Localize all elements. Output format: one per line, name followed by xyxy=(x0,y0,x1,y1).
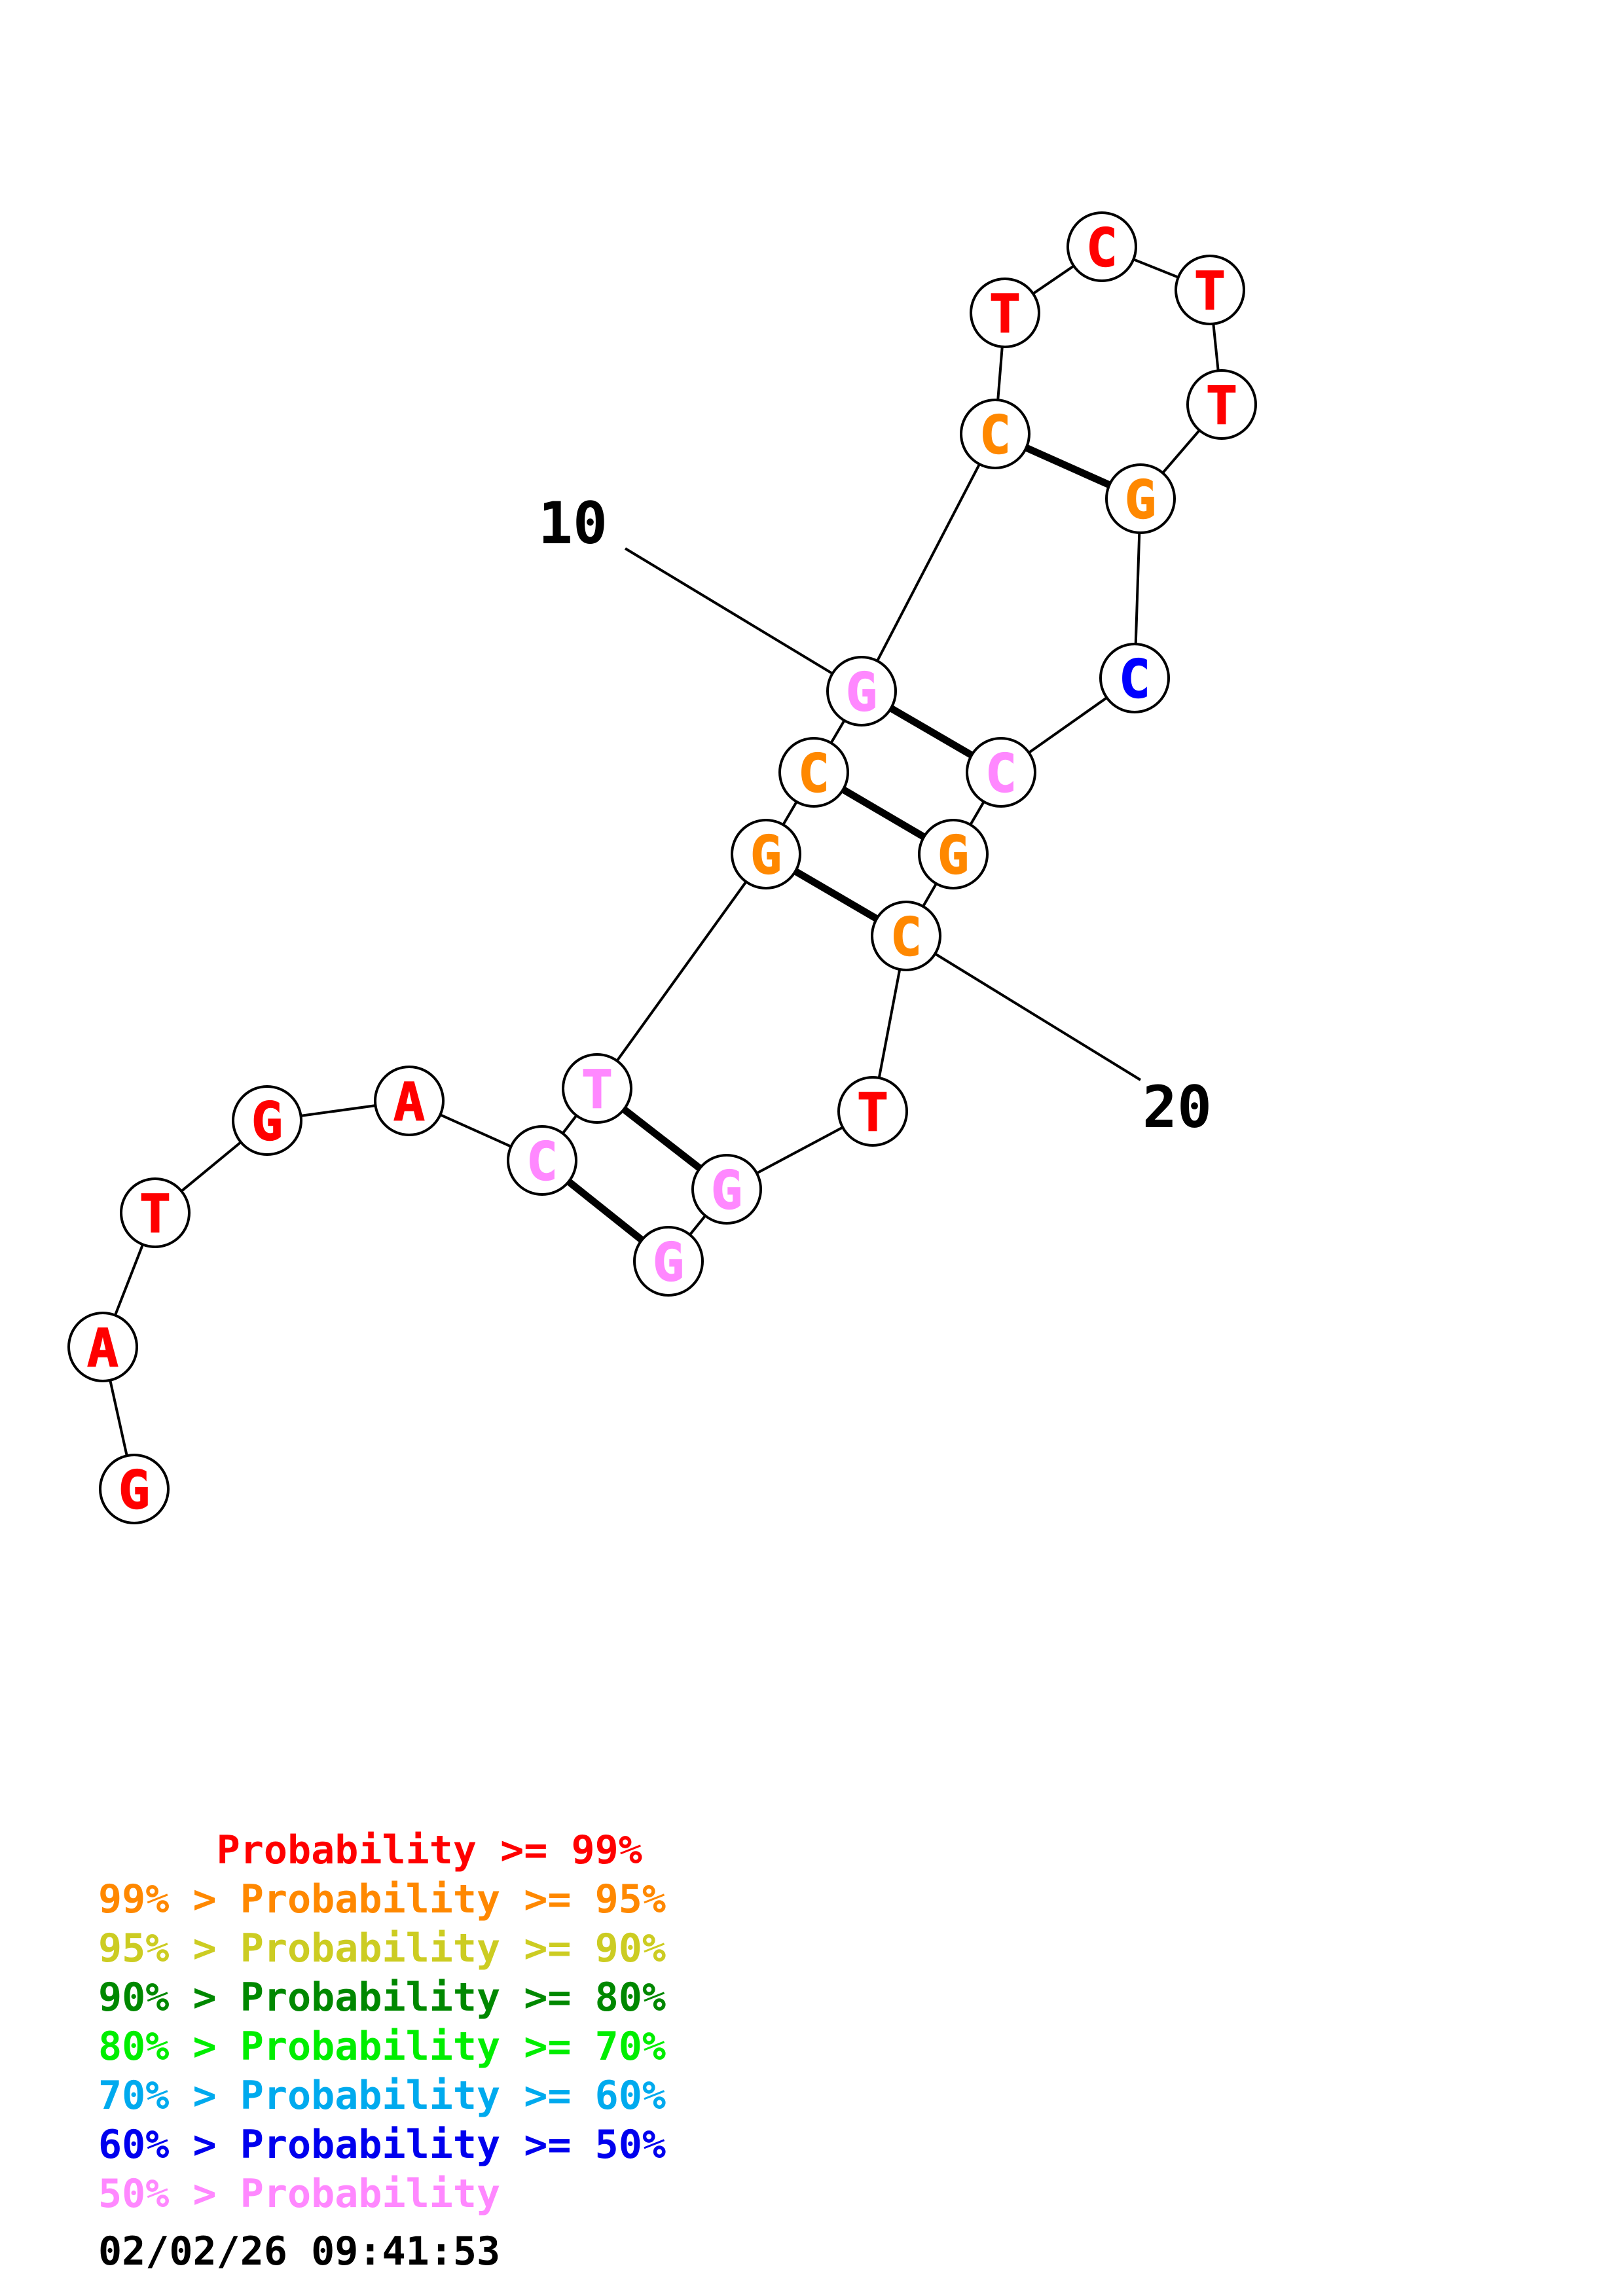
nucleotide-base-label: G xyxy=(750,825,782,886)
nucleotide-circle xyxy=(1175,255,1245,325)
nucleotide-base-label: C xyxy=(526,1132,558,1193)
nucleotide-4: G xyxy=(232,1085,302,1156)
legend-entry: 50% > Probability xyxy=(98,2171,501,2217)
backbone-link xyxy=(860,433,996,692)
position-label-lines xyxy=(624,547,1142,1081)
nucleotide-17: C xyxy=(1099,643,1170,713)
nucleotide-circle xyxy=(1067,211,1137,282)
legend-entry: 99% > Probability >= 95% xyxy=(98,1876,666,1922)
nucleotide-base-label: G xyxy=(653,1232,684,1293)
nucleotide-16: G xyxy=(1105,463,1176,534)
backbone-layer xyxy=(101,245,1223,1490)
nucleotide-circle xyxy=(99,1454,170,1524)
nucleotide-1: G xyxy=(99,1454,170,1524)
nucleotide-base-label: G xyxy=(938,825,969,886)
nucleotide-base-label: C xyxy=(798,744,830,804)
nucleotide-base-label: C xyxy=(1119,649,1150,710)
nucleotide-5: A xyxy=(374,1066,445,1136)
nucleotide-13: C xyxy=(1067,211,1137,282)
nucleotide-circle xyxy=(691,1154,762,1225)
nucleotide-base-label: T xyxy=(1194,261,1226,322)
backbone-link xyxy=(596,853,767,1090)
nucleotide-20: C xyxy=(871,901,941,971)
nucleotide-8: G xyxy=(731,819,801,889)
nucleotide-21: T xyxy=(837,1076,908,1147)
position-label-line xyxy=(624,547,863,692)
nucleotide-circle xyxy=(374,1066,445,1136)
nucleotide-base-label: C xyxy=(890,907,922,968)
legend-entry: 70% > Probability >= 60% xyxy=(98,2073,666,2119)
nucleotide-11: C xyxy=(960,399,1030,469)
legend-entry: 90% > Probability >= 80% xyxy=(98,1975,666,2020)
nucleotide-base-label: T xyxy=(857,1083,888,1143)
nucleotide-circle xyxy=(507,1125,577,1196)
position-label-line xyxy=(905,935,1142,1081)
timestamp: 02/02/26 09:41:53 xyxy=(98,2229,501,2274)
nucleotide-base-label: T xyxy=(1206,376,1237,437)
legend-entry: 95% > Probability >= 90% xyxy=(98,1926,666,1971)
nucleotide-base-label: G xyxy=(119,1460,150,1521)
nucleotide-circle xyxy=(960,399,1030,469)
nucleotide-circle xyxy=(633,1226,704,1297)
nucleotide-base-label: T xyxy=(989,284,1021,345)
nucleotide-circle xyxy=(562,1053,632,1124)
nucleotide-3: T xyxy=(120,1177,191,1248)
nucleotide-2: A xyxy=(67,1312,138,1382)
nucleotide-base-label: C xyxy=(1086,218,1118,279)
nucleotide-circle xyxy=(826,656,897,726)
nucleotide-circle xyxy=(970,278,1040,348)
nucleotide-circle xyxy=(871,901,941,971)
nucleotide-circle xyxy=(1099,643,1170,713)
nucleotide-circle xyxy=(1105,463,1176,534)
nucleotide-circle xyxy=(731,819,801,889)
nucleotide-base-label: A xyxy=(87,1318,119,1379)
nucleotide-circle xyxy=(232,1085,302,1156)
legend-entry: 80% > Probability >= 70% xyxy=(98,2024,666,2070)
nucleotide-6: C xyxy=(507,1125,577,1196)
legend-entry: Probability >= 99% xyxy=(98,1827,642,1873)
legend-entry: 60% > Probability >= 50% xyxy=(98,2122,666,2168)
nucleotide-circle xyxy=(1186,369,1257,440)
nucleotide-base-label: C xyxy=(985,744,1017,804)
probability-legend: Probability >= 99% 99% > Probability >= 9… xyxy=(98,1826,949,2219)
nucleotide-base-label: G xyxy=(846,662,877,723)
nucleotide-10: G xyxy=(826,656,897,726)
nucleotide-base-label: A xyxy=(393,1072,425,1133)
nucleotide-circle xyxy=(918,819,989,889)
nucleotide-23: G xyxy=(633,1226,704,1297)
nucleotide-9: C xyxy=(778,737,849,808)
nucleotide-22: G xyxy=(691,1154,762,1225)
nucleotide-14: T xyxy=(1175,255,1245,325)
nucleotide-12: T xyxy=(970,278,1040,348)
nucleotide-circle xyxy=(966,737,1036,808)
position-label-20: 20 xyxy=(1142,1073,1212,1141)
nucleotide-base-label: G xyxy=(251,1092,283,1153)
nucleotide-base-label: C xyxy=(979,405,1011,466)
nucleotide-19: G xyxy=(918,819,989,889)
position-label-10: 10 xyxy=(538,490,608,557)
nucleotide-7: T xyxy=(562,1053,632,1124)
nucleotide-15: T xyxy=(1186,369,1257,440)
nucleotide-18: C xyxy=(966,737,1036,808)
nucleotide-circle xyxy=(120,1177,191,1248)
nucleotide-circle xyxy=(67,1312,138,1382)
nucleotide-circle xyxy=(778,737,849,808)
nucleotide-base-label: T xyxy=(139,1184,171,1245)
nucleotide-base-label: G xyxy=(711,1160,742,1221)
nucleotide-base-label: T xyxy=(581,1060,613,1121)
base-pair-layer xyxy=(539,430,1142,1265)
nucleotide-base-label: G xyxy=(1125,470,1156,531)
nucleotide-circle xyxy=(837,1076,908,1147)
position-labels: 10 20 xyxy=(538,490,1212,1141)
